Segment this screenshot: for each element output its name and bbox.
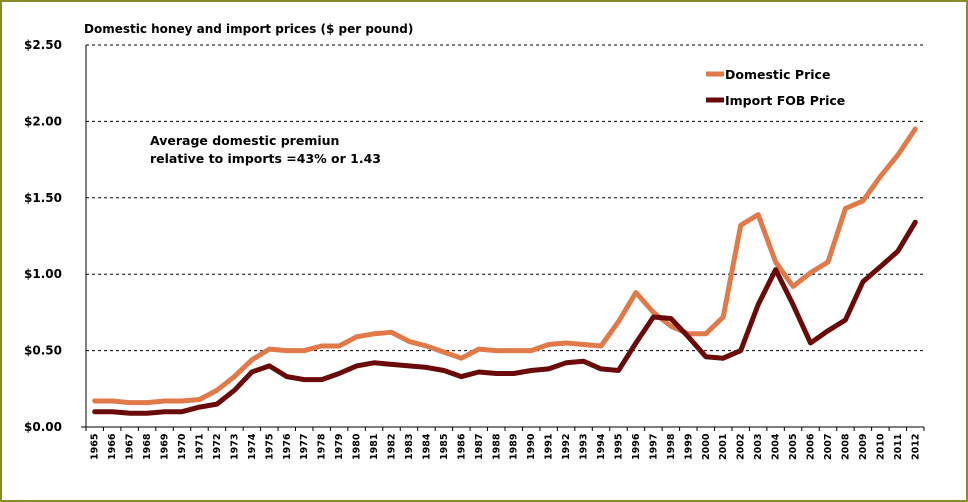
x-tick-label: 1995 [613, 434, 624, 460]
x-tick-label: 2002 [736, 434, 747, 460]
x-tick-label: 2001 [718, 434, 729, 460]
x-tick-label: 1994 [596, 433, 607, 460]
x-tick-label: 1984 [421, 433, 432, 460]
y-tick-label: $1.00 [24, 267, 62, 281]
x-tick-label: 1998 [666, 433, 677, 460]
x-tick-label: 1966 [107, 433, 118, 460]
x-tick-label: 1972 [212, 434, 223, 460]
x-tick-label: 1975 [264, 434, 275, 460]
x-tick-label: 1978 [317, 433, 328, 460]
x-axis-ticks: 1965 1966 1967 1968 1969 1970 1971 1972 1973 1974… [85, 427, 925, 460]
x-tick-label: 1967 [125, 434, 136, 460]
chart-title: Domestic honey and import prices ($ per … [84, 22, 413, 36]
y-tick-label: $2.50 [24, 38, 62, 52]
x-tick-label: 2003 [753, 434, 764, 460]
series-lines [92, 126, 918, 416]
x-tick-label: 2007 [823, 434, 834, 460]
x-tick-label: 1997 [648, 434, 659, 460]
x-tick-label: 2009 [858, 434, 869, 460]
x-tick-label: 1983 [404, 434, 415, 460]
x-tick-label: 1974 [247, 433, 258, 460]
x-tick-label: 1981 [369, 434, 380, 460]
x-tick-label: 1970 [177, 433, 188, 460]
x-tick-label: 1977 [299, 434, 310, 460]
x-tick-label: 1980 [352, 433, 363, 460]
x-tick-label: 1989 [509, 434, 520, 460]
x-tick-label: 2006 [806, 433, 817, 460]
x-tick-label: 1965 [90, 434, 101, 460]
annotation-line-1: Average domestic premiun [150, 133, 339, 148]
x-tick-label: 1976 [282, 433, 293, 460]
x-tick-label: 1990 [526, 433, 537, 460]
legend-label-domestic: Domestic Price [725, 67, 830, 82]
series-line-domestic [92, 126, 918, 406]
x-tick-label: 1979 [334, 434, 345, 460]
y-tick-label: $0.50 [24, 344, 62, 358]
x-tick-label: 1985 [439, 434, 450, 460]
y-axis-ticks: $0.00 $0.50 $1.00 $1.50 $2.00 $2.50 [24, 38, 62, 434]
x-tick-label: 2005 [788, 434, 799, 460]
x-tick-label: 2011 [893, 434, 904, 460]
x-tick-label: 1973 [229, 434, 240, 460]
x-tick-label: 1982 [387, 434, 398, 460]
x-tick-label: 2010 [875, 433, 886, 460]
annotation-line-2: relative to imports =43% or 1.43 [150, 151, 381, 166]
y-tick-label: $2.00 [24, 114, 62, 128]
x-tick-label: 1969 [160, 434, 171, 460]
x-tick-label: 1986 [456, 433, 467, 460]
x-tick-label: 1971 [194, 434, 205, 460]
x-tick-label: 2000 [701, 433, 712, 460]
gridlines [86, 44, 924, 352]
x-tick-label: 1993 [579, 434, 590, 460]
x-tick-label: 1999 [683, 434, 694, 460]
y-tick-label: $0.00 [24, 420, 62, 434]
x-tick-label: 1991 [544, 434, 555, 460]
x-tick-label: 1987 [474, 434, 485, 460]
annotation: Average domestic premiun relative to imp… [150, 133, 381, 166]
x-tick-label: 1996 [631, 433, 642, 460]
y-tick-label: $1.50 [24, 191, 62, 205]
x-tick-label: 2012 [910, 434, 921, 460]
x-tick-label: 1992 [561, 434, 572, 460]
x-tick-label: 1988 [491, 433, 502, 460]
series-line-import [92, 219, 918, 416]
x-tick-label: 2004 [771, 433, 782, 460]
x-tick-label: 2008 [840, 433, 851, 460]
legend-label-import: Import FOB Price [725, 93, 845, 108]
legend: Domestic Price Import FOB Price [706, 67, 845, 108]
x-tick-label: 1968 [142, 433, 153, 460]
